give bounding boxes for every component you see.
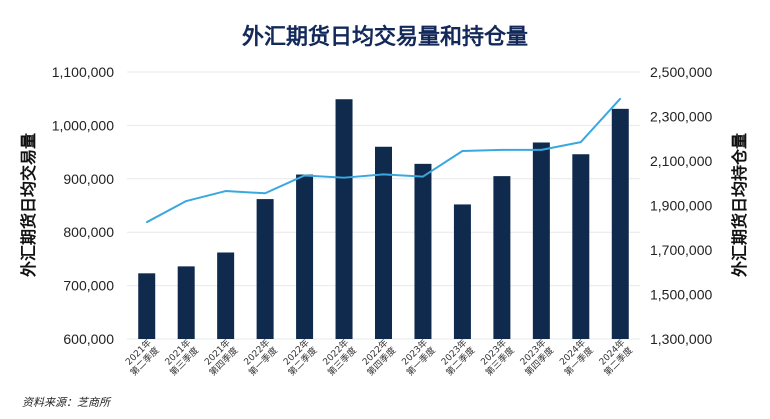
source-note: 资料来源：芝商所 bbox=[22, 396, 112, 409]
y-axis-label-right: 外汇期货日均持仓量 bbox=[730, 133, 749, 278]
bar bbox=[138, 273, 156, 339]
left-tick-label: 800,000 bbox=[63, 224, 114, 240]
line-point bbox=[343, 176, 345, 179]
right-tick-label: 1,500,000 bbox=[650, 287, 712, 303]
bar bbox=[414, 163, 432, 339]
left-tick-label: 700,000 bbox=[63, 278, 114, 294]
right-tick-label: 1,300,000 bbox=[650, 331, 712, 347]
line-series bbox=[145, 97, 622, 224]
left-tick-label: 1,000,000 bbox=[52, 117, 114, 133]
right-tick-label: 1,900,000 bbox=[650, 198, 712, 214]
bar-series bbox=[138, 99, 629, 339]
bar bbox=[256, 199, 274, 339]
bar bbox=[532, 142, 550, 339]
line-point bbox=[264, 192, 266, 195]
bar bbox=[375, 146, 392, 339]
line-point bbox=[540, 149, 543, 151]
bar bbox=[177, 266, 195, 339]
chart-title: 外汇期货日均交易量和持仓量 bbox=[242, 24, 528, 50]
right-axis-ticks: 1,300,000 1,500,000 1,700,000 1,900,000 2,10… bbox=[650, 64, 712, 347]
line-point bbox=[580, 141, 582, 143]
line-point bbox=[461, 150, 464, 152]
bar bbox=[217, 252, 235, 339]
left-tick-label: 900,000 bbox=[63, 171, 114, 187]
y-axis-label-left: 外汇期货日均交易量 bbox=[19, 133, 38, 278]
bar bbox=[453, 204, 471, 339]
bar bbox=[493, 176, 511, 339]
left-axis-ticks: 600,000 700,000 800,000 900,000 1,000,000 1,1… bbox=[52, 64, 115, 347]
line-point bbox=[382, 173, 385, 176]
line-point bbox=[501, 149, 503, 151]
bar bbox=[572, 154, 590, 339]
bar bbox=[296, 174, 314, 339]
right-tick-label: 2,500,000 bbox=[650, 64, 712, 80]
right-tick-label: 2,300,000 bbox=[650, 109, 712, 125]
left-tick-label: 600,000 bbox=[63, 331, 114, 347]
bar bbox=[611, 108, 629, 339]
left-tick-label: 1,100,000 bbox=[52, 64, 114, 80]
line-point bbox=[145, 221, 148, 223]
right-tick-label: 1,700,000 bbox=[650, 242, 712, 258]
bar bbox=[335, 99, 353, 339]
line-point bbox=[303, 174, 306, 177]
right-tick-label: 2,100,000 bbox=[650, 153, 712, 169]
line-point bbox=[422, 175, 424, 178]
line-point bbox=[224, 190, 227, 192]
line-point bbox=[185, 200, 187, 202]
line-point bbox=[619, 97, 622, 100]
